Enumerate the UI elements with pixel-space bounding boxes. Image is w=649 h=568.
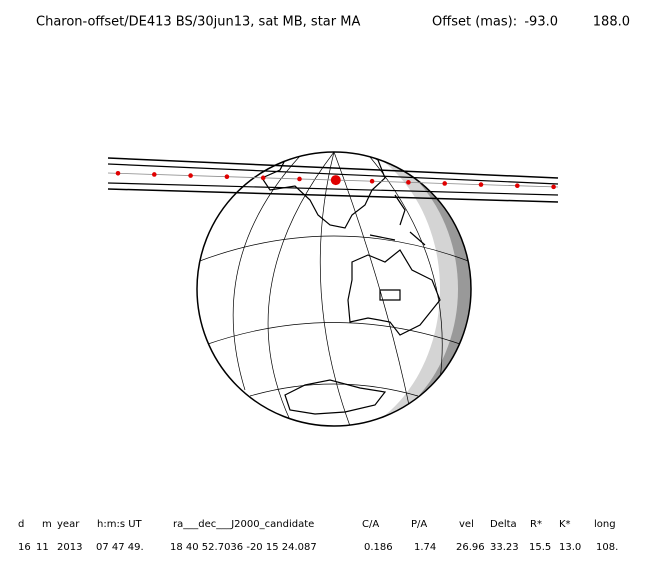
column-header: C/A: [362, 519, 379, 530]
column-header: ra___dec___J2000_candidate: [173, 519, 314, 530]
column-header: Delta: [490, 519, 517, 530]
table-cell: 16: [18, 542, 31, 553]
path-dot: [369, 178, 375, 184]
path-dot: [188, 173, 193, 178]
globe-outline: [196, 151, 472, 427]
path-dot: [330, 175, 341, 186]
table-cell: 0.186: [364, 542, 393, 553]
path-dot: [478, 182, 484, 187]
path-dot: [115, 171, 121, 176]
path-dot: [406, 180, 411, 185]
offset-label: Offset (mas):: [432, 15, 517, 30]
path-dot: [224, 174, 230, 179]
table-cell: 11: [36, 542, 49, 553]
path-dot: [260, 175, 266, 181]
table-cell: 2013: [57, 542, 82, 553]
table-cell: 26.96: [456, 542, 485, 553]
path-dot: [551, 184, 556, 190]
column-header: year: [57, 519, 80, 530]
column-header: vel: [459, 519, 474, 530]
column-header: P/A: [411, 519, 427, 530]
path-dot: [152, 172, 157, 177]
column-header: K*: [559, 519, 571, 530]
column-header: h:m:s UT: [97, 519, 143, 530]
table-cell: 18 40 52.7036 -20 15 24.087: [170, 542, 317, 553]
event-table: d m year h:m:s UT ra___dec___J2000_candidate…: [18, 519, 618, 553]
path-dot: [297, 176, 302, 182]
path-dot: [442, 181, 448, 186]
column-header: long: [594, 519, 616, 530]
table-cell: 1.74: [414, 542, 436, 553]
table-cell: 15.5: [529, 542, 551, 553]
offset-value: 188.0: [593, 15, 630, 30]
path-dot: [515, 183, 520, 189]
path-dots: [115, 171, 556, 190]
column-header: d: [18, 519, 24, 530]
table-cell: 13.0: [559, 542, 581, 553]
column-header: R*: [530, 519, 542, 530]
title: Charon-offset/DE413 BS/30jun13, sat MB, …: [36, 15, 360, 30]
column-header: m: [42, 519, 52, 530]
globe: [197, 152, 471, 426]
table-cell: 07 47 49.: [96, 542, 144, 553]
offset-value: -93.0: [524, 15, 558, 30]
table-cell: 108.: [596, 542, 618, 553]
table-cell: 33.23: [490, 542, 519, 553]
